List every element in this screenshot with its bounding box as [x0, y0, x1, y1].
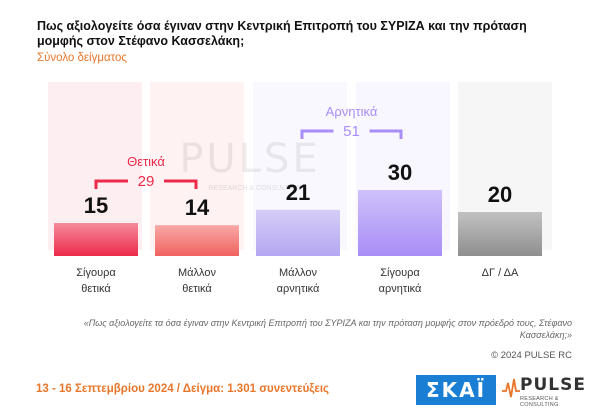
- value-label-3: 21: [286, 180, 310, 205]
- bar-5: [458, 212, 542, 256]
- group-bracket-left-1: [94, 179, 128, 189]
- watermark-tagline: RESEARCH & CONSULTING: [209, 185, 302, 192]
- pulse-wave-icon: [502, 378, 520, 398]
- value-label-2: 14: [185, 195, 210, 220]
- bar-3: [256, 209, 340, 256]
- category-label-2-line-2: θετικά: [182, 283, 212, 295]
- group-label-2: Αρνητικά: [326, 104, 378, 119]
- skai-logo: ΣΚΑΪ: [416, 375, 496, 405]
- value-label-5: 20: [488, 182, 512, 207]
- bar-1: [54, 223, 138, 256]
- question-footnote: «Πως αξιολογείτε τα όσα έγιναν στην Κεντ…: [83, 318, 572, 340]
- value-label-1: 15: [84, 193, 108, 218]
- column-bg-1: [48, 82, 142, 250]
- category-label-3-line-1: Μάλλον: [279, 267, 317, 279]
- column-bg-2: [150, 82, 244, 250]
- pulse-logo: PULSE RESEARCH & CONSULTING: [502, 375, 585, 408]
- category-label-1-line-1: Σίγουρα: [76, 267, 116, 279]
- pulse-logo-name: PULSE: [520, 375, 586, 395]
- category-label-2-line-1: Μάλλον: [178, 267, 216, 279]
- survey-dates-sample: 13 - 16 Σεπτεμβρίου 2024 / Δείγμα: 1.301…: [36, 383, 330, 395]
- category-label-4-line-1: Σίγουρα: [380, 267, 420, 279]
- group-total-2: 51: [343, 123, 360, 140]
- value-label-4: 30: [388, 160, 412, 185]
- category-label-4-line-2: αρνητικά: [379, 283, 422, 295]
- chart-subtitle: Σύνολο δείγματος: [37, 52, 127, 64]
- group-total-1: 29: [138, 173, 155, 190]
- group-bracket-right-2: [369, 129, 403, 139]
- bar-2: [155, 225, 239, 256]
- category-label-5-line-1: ΔΓ / ΔΑ: [482, 267, 519, 279]
- watermark-name: PULSE: [179, 136, 320, 182]
- group-bracket-left-2: [300, 129, 334, 139]
- copyright-text: © 2024 PULSE RC: [491, 350, 572, 361]
- bar-chart: PULSE RESEARCH & CONSULTING 15 Σίγουρα θετικ…: [48, 82, 542, 295]
- group-label-1: Θετικά: [127, 154, 165, 169]
- bar-4: [358, 190, 442, 256]
- category-label-3-line-2: αρνητικά: [277, 283, 320, 295]
- group-bracket-right-1: [164, 179, 198, 189]
- category-label-1-line-2: θετικά: [81, 283, 111, 295]
- chart-title: Πως αξιολογείτε όσα έγιναν στην Κεντρική…: [37, 19, 527, 48]
- pulse-logo-tagline: RESEARCH & CONSULTING: [520, 396, 559, 408]
